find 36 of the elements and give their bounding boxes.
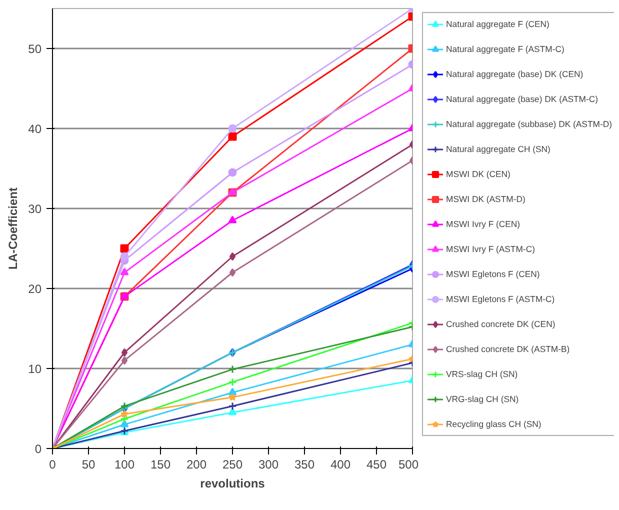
x-tick-label: 300 (258, 458, 279, 472)
x-axis-title: revolutions (200, 476, 266, 490)
x-tick-label: 250 (222, 458, 243, 472)
legend-label: Natural aggregate CH (SN) (446, 143, 550, 156)
x-tick-label: 150 (150, 458, 171, 472)
legend-label: MSWI Egletons F (ASTM-C) (446, 293, 555, 306)
x-tick-label: 400 (330, 458, 351, 472)
y-tick-label: 50 (28, 42, 42, 56)
legend-label: MSWI Ivry F (ASTM-C) (446, 243, 535, 256)
y-tick-label: 40 (28, 122, 42, 136)
legend-label: Natural aggregate F (ASTM-C) (446, 43, 564, 56)
y-tick-label: 0 (34, 442, 42, 456)
y-tick-label: 20 (28, 282, 42, 296)
legend-label: VRG-slag CH (SN) (446, 393, 519, 406)
x-tick-label: 200 (186, 458, 207, 472)
legend-label: Recycling glass CH (SN) (446, 418, 542, 431)
legend-label: Natural aggregate (base) DK (ASTM-C) (446, 93, 598, 106)
x-tick-label: 450 (366, 458, 387, 472)
legend-label: Natural aggregate (base) DK (CEN) (446, 68, 584, 81)
legend-label: Natural aggregate F (CEN) (446, 18, 550, 31)
x-tick-label: 0 (49, 458, 56, 472)
legend-label: MSWI Ivry F (CEN) (446, 218, 520, 231)
x-tick-label: 50 (82, 458, 96, 472)
legend-label: Crushed concrete DK (ASTM-B) (446, 343, 570, 356)
legend-label: VRS-slag CH (SN) (446, 368, 518, 381)
y-tick-label: 30 (28, 202, 42, 216)
legend-label: Natural aggregate (subbase) DK (ASTM-D) (446, 118, 612, 131)
legend-label: MSWI DK (ASTM-D) (446, 193, 526, 206)
legend-label: MSWI DK (CEN) (446, 168, 510, 181)
y-tick-label: 10 (28, 362, 42, 376)
legend-label: Crushed concrete DK (CEN) (446, 318, 556, 331)
x-tick-label: 350 (294, 458, 315, 472)
x-tick-label: 100 (114, 458, 135, 472)
x-tick-label: 500 (398, 458, 419, 472)
y-axis-title: LA-Coefficient (6, 188, 20, 270)
legend-label: MSWI Egletons F (CEN) (446, 268, 540, 281)
